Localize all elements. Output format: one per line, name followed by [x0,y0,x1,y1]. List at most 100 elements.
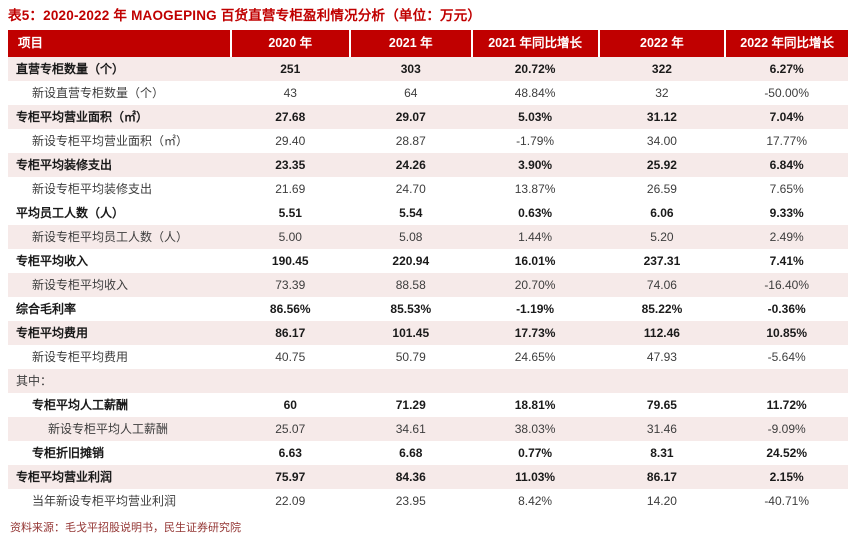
table-row: 新设专柜平均收入 73.39 88.58 20.70% 74.06 -16.40% [8,273,848,297]
cell-2022: 47.93 [646,350,677,364]
cell-yoy-2021: 13.87% [514,182,556,196]
cell-yoy-2022: 6.27% [769,62,804,76]
cell-yoy-2022: -40.71% [764,494,810,508]
cell-2021 [350,369,472,393]
cell-2021: 84.36 [395,470,426,484]
cell-yoy-2022: 2.15% [769,470,804,484]
cell-2020: 86.56% [269,302,311,316]
table-row: 平均员工人数（人） 5.51 5.54 0.63% 6.06 9.33% [8,201,848,225]
cell-yoy-2022: 10.85% [766,326,808,340]
cell-yoy-2022: 11.72% [766,398,807,412]
cell-yoy-2021: 3.90% [518,158,553,172]
cell-2021: 24.70 [395,182,426,196]
cell-yoy-2021: 1.44% [518,230,553,244]
cell-2020: 40.75 [275,350,306,364]
cell-yoy-2022: 7.41% [769,254,804,268]
cell-yoy-2022: -16.40% [764,278,810,292]
cell-yoy-2021: 17.73% [514,326,556,340]
cell-yoy-2022: 7.04% [769,110,804,124]
cell-2022: 74.06 [646,278,677,292]
cell-2021: 220.94 [392,254,430,268]
cell-2021: 85.53% [390,302,432,316]
table-row: 专柜平均营业面积（㎡） 27.68 29.07 5.03% 31.12 7.04% [8,105,848,129]
row-label: 综合毛利率 [16,302,77,316]
source-note: 资料来源：毛戈平招股说明书，民生证券研究院 [10,522,241,534]
row-label: 新设专柜平均人工薪酬 [48,422,169,436]
row-label: 专柜平均营业利润 [16,470,113,484]
table-row: 新设专柜平均人工薪酬 25.07 34.61 38.03% 31.46 -9.09% [8,417,848,441]
cell-yoy-2021: 0.63% [518,206,553,220]
row-label: 新设直营专柜数量（个） [32,86,165,100]
cell-2022: 8.31 [650,446,674,460]
row-label: 直营专柜数量（个） [16,62,125,76]
cell-2022: 322 [651,62,672,76]
cell-2022: 237.31 [643,254,681,268]
cell-2020: 73.39 [275,278,306,292]
cell-2020: 27.68 [275,110,306,124]
cell-2020: 43 [283,86,297,100]
col-header-item: 项目 [8,30,232,57]
cell-yoy-2021: 24.65% [514,350,556,364]
cell-2021: 101.45 [392,326,430,340]
cell-2020: 25.07 [275,422,306,436]
cell-2022: 86.17 [646,470,677,484]
cell-yoy-2022: -50.00% [764,86,810,100]
cell-2021: 71.29 [395,398,426,412]
col-header-yoy-2022: 2022 年同比增长 [725,30,848,57]
row-label: 新设专柜平均收入 [32,278,129,292]
row-label: 专柜平均装修支出 [16,158,113,172]
cell-yoy-2021: -1.19% [516,302,555,316]
table-row: 专柜平均人工薪酬 60 71.29 18.81% 79.65 11.72% [8,393,848,417]
table-row: 专柜折旧摊销 6.63 6.68 0.77% 8.31 24.52% [8,441,848,465]
cell-2021: 88.58 [395,278,426,292]
cell-2020: 21.69 [275,182,306,196]
row-label: 专柜平均营业面积（㎡） [16,110,149,124]
cell-yoy-2022: 2.49% [769,230,804,244]
cell-2021: 28.87 [395,134,426,148]
cell-2021: 5.54 [399,206,423,220]
cell-yoy-2022: 24.52% [766,446,808,460]
cell-yoy-2021 [472,369,599,393]
col-header-2021: 2021 年 [349,30,473,57]
table-row: 专柜平均装修支出 23.35 24.26 3.90% 25.92 6.84% [8,153,848,177]
cell-2022: 79.65 [646,398,677,412]
col-header-2022: 2022 年 [598,30,727,57]
table-row: 新设专柜平均员工人数（人） 5.00 5.08 1.44% 5.20 2.49% [8,225,848,249]
cell-yoy-2022: 6.84% [769,158,804,172]
cell-2022: 14.20 [646,494,677,508]
cell-2022: 32 [655,86,669,100]
cell-yoy-2021: 0.77% [518,446,553,460]
cell-2021: 6.68 [399,446,423,460]
table-row: 新设专柜平均营业面积（㎡） 29.40 28.87 -1.79% 34.00 17.77% [8,129,848,153]
cell-2022 [599,369,726,393]
cell-2021: 34.61 [395,422,426,436]
table-row: 直营专柜数量（个） 251 303 20.72% 322 6.27% [8,57,848,81]
cell-2020: 190.45 [271,254,309,268]
cell-2022: 85.22% [641,302,683,316]
col-header-2020: 2020 年 [230,30,351,57]
cell-2022: 25.92 [646,158,677,172]
col-header-yoy-2021: 2021 年同比增长 [471,30,600,57]
cell-2020: 251 [280,62,301,76]
row-label: 专柜平均人工薪酬 [32,398,129,412]
counter-profit-table: 项目 2020 年 2021 年 2021 年同比增长 2022 年 2022 年同比增长… [8,30,848,513]
cell-2020: 22.09 [275,494,306,508]
cell-yoy-2021: 5.03% [518,110,553,124]
cell-2020: 6.63 [278,446,302,460]
table-header: 项目 2020 年 2021 年 2021 年同比增长 2022 年 2022 年同比增长 [8,30,848,57]
row-label: 专柜折旧摊销 [32,446,105,460]
cell-2020: 60 [283,398,297,412]
cell-2022: 31.46 [646,422,677,436]
table-body: 直营专柜数量（个） 251 303 20.72% 322 6.27% 新设直营专柜数量（个）… [8,57,848,513]
cell-2022: 6.06 [650,206,674,220]
cell-2020: 5.51 [278,206,302,220]
cell-yoy-2021: 11.03% [515,470,556,484]
row-label: 当年新设专柜平均营业利润 [32,494,177,508]
cell-yoy-2021: 48.84% [514,86,556,100]
table-row: 专柜平均收入 190.45 220.94 16.01% 237.31 7.41% [8,249,848,273]
row-label: 新设专柜平均装修支出 [32,182,153,196]
table-row: 当年新设专柜平均营业利润 22.09 23.95 8.42% 14.20 -40.71% [8,489,848,513]
report-table-page: 表5：2020-2022 年 MAOGEPING 百货直营专柜盈利情况分析（单位… [8,8,848,534]
cell-yoy-2022: -0.36% [767,302,806,316]
cell-2021: 303 [400,62,421,76]
